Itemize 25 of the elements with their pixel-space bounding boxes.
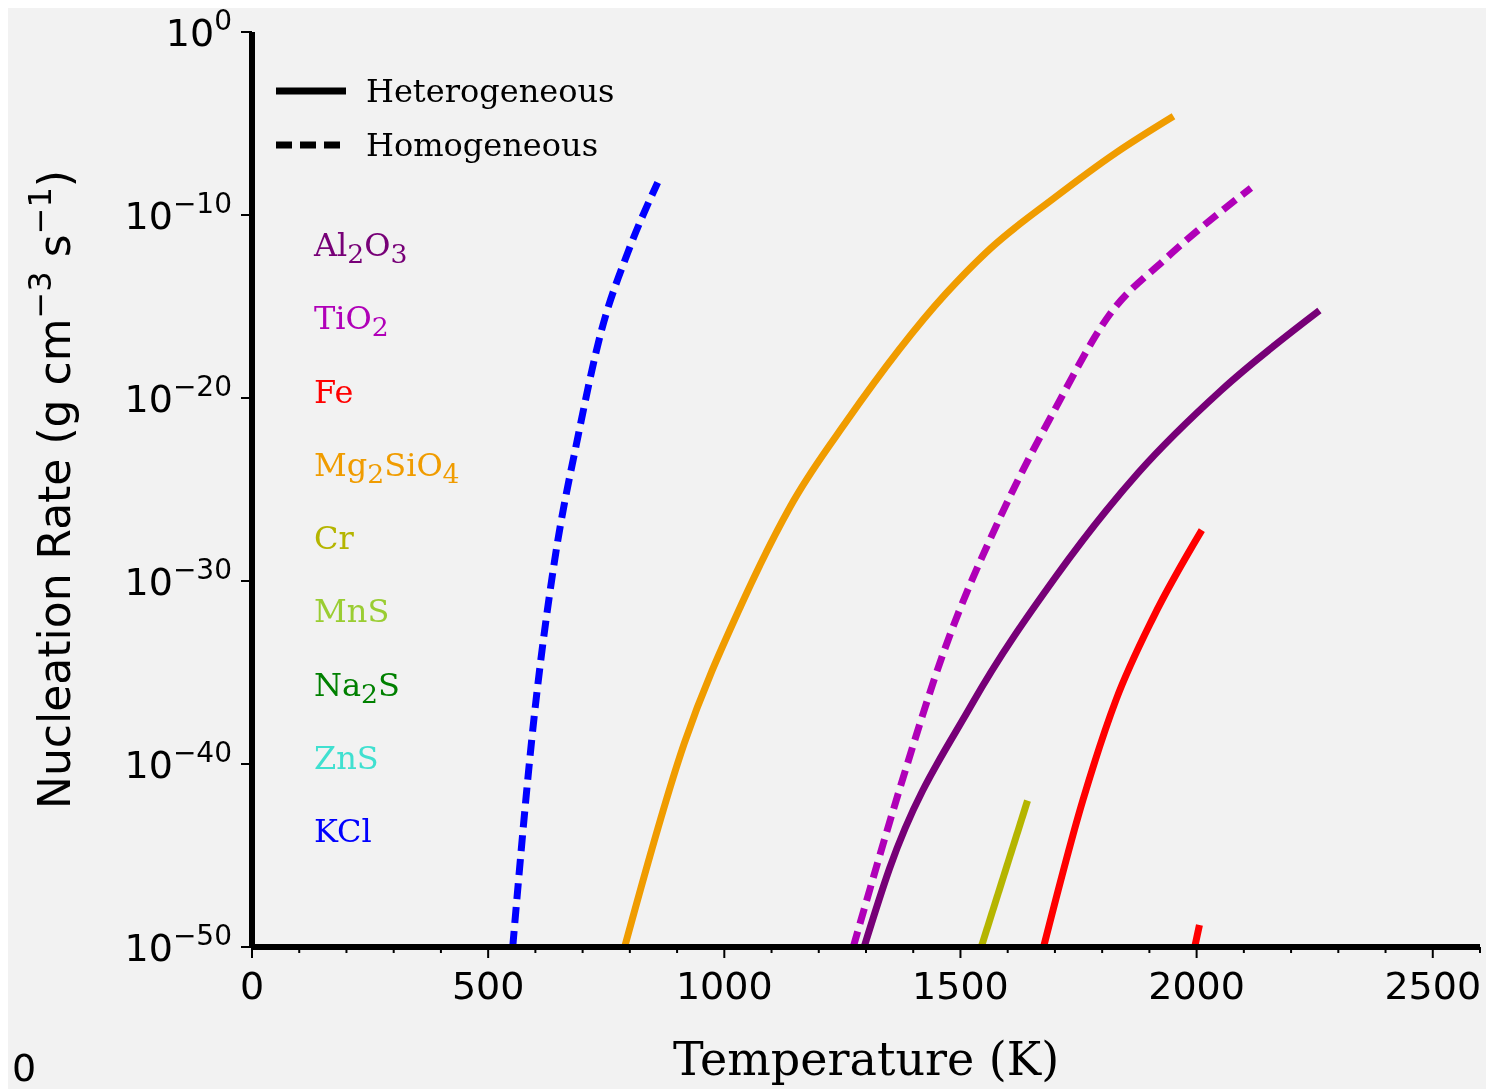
x-tick-label: 2500 — [1384, 964, 1482, 1008]
text: Cr — [314, 519, 355, 560]
x-axis-title: Temperature (K) — [672, 1032, 1060, 1086]
y-tick-label: 10$^{−40}$ — [124, 735, 232, 787]
text: TiO$_{2}$ — [314, 299, 390, 345]
x-tick-label: 1500 — [912, 964, 1009, 1008]
x-tick-label: 2000 — [1148, 964, 1245, 1008]
y-tick-label: 10$^{−30}$ — [124, 552, 232, 604]
text: KCl — [314, 812, 373, 853]
y-tick-label: 10$^{−20}$ — [124, 369, 232, 421]
y-tick-label: 10$^{0}$ — [165, 3, 232, 55]
legend-label: MnS — [314, 592, 391, 633]
legend-label: Na$_{2}$S — [314, 665, 401, 712]
text: 0 — [12, 1046, 37, 1089]
y-tick-label: 10$^{−50}$ — [124, 918, 232, 970]
legend-label: Homogeneous — [366, 126, 599, 164]
legend-label: Heterogeneous — [366, 72, 615, 110]
x-tick-label: 0 — [239, 964, 265, 1008]
legend-label: ZnS — [314, 739, 380, 780]
y-tick-label: 10$^{−10}$ — [124, 186, 232, 238]
x-tick-label: 1000 — [675, 964, 773, 1008]
text: Al$_{2}$O$_{3}$ — [314, 226, 409, 272]
text: Mg$_{2}$SiO$_{4}$ — [314, 445, 461, 492]
x-tick-label: 500 — [451, 964, 525, 1008]
text: Fe — [314, 372, 355, 413]
